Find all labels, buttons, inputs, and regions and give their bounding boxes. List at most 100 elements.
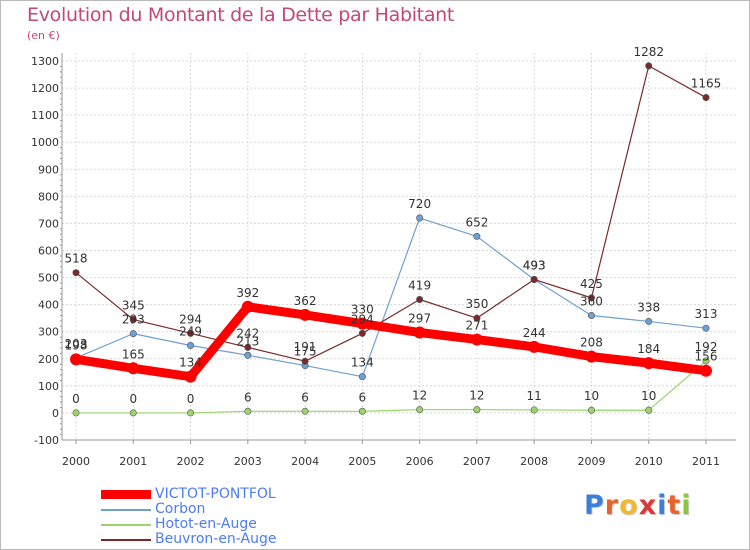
x-tick-label: 2009	[577, 455, 605, 468]
data-label: 191	[294, 340, 317, 354]
data-label: 242	[236, 326, 259, 340]
logo-letter: r	[604, 490, 620, 521]
y-tick-label: 200	[38, 353, 59, 366]
data-label: 362	[294, 294, 317, 308]
y-tick-label: 800	[38, 190, 59, 203]
y-tick-label: 1300	[31, 55, 59, 68]
data-point	[127, 362, 140, 375]
data-label: 6	[301, 390, 309, 404]
data-point	[530, 275, 538, 283]
data-label: 360	[580, 294, 603, 308]
legend-item: Beuvron-en-Auge	[101, 532, 277, 547]
data-point	[702, 94, 710, 102]
data-label: 493	[523, 258, 546, 272]
data-point	[473, 406, 481, 414]
data-point	[301, 357, 309, 365]
data-label: 493	[523, 258, 546, 272]
data-point	[187, 409, 195, 417]
y-tick-label: -100	[34, 434, 59, 447]
logo-letter: i	[681, 490, 692, 521]
data-point	[129, 409, 137, 417]
proxiti-logo: Proxiti	[584, 490, 692, 521]
y-tick-label: 100	[38, 380, 59, 393]
logo-letter: i	[657, 490, 668, 521]
legend-label: Corbon	[155, 501, 206, 517]
data-label: 0	[72, 392, 80, 406]
data-point	[528, 340, 541, 353]
data-point	[72, 409, 80, 417]
series-line-hotot-en-auge	[75, 360, 707, 414]
data-label: 0	[187, 392, 195, 406]
data-point	[645, 406, 653, 414]
legend-swatch	[101, 508, 151, 511]
data-point	[358, 373, 366, 381]
data-label: 720	[408, 197, 431, 211]
data-point	[241, 300, 254, 313]
legend-item: Corbon	[101, 502, 277, 517]
y-tick-label: 0	[52, 407, 59, 420]
x-tick-label: 2006	[406, 455, 434, 468]
data-label: 198	[65, 338, 88, 352]
data-label: 0	[129, 392, 137, 406]
data-label: 6	[244, 390, 252, 404]
x-tick-label: 2001	[119, 455, 147, 468]
data-point	[587, 294, 595, 302]
logo-letter: t	[667, 490, 682, 521]
data-point	[470, 333, 483, 346]
data-label: 1165	[691, 77, 722, 91]
data-point	[702, 324, 710, 332]
data-point	[642, 357, 655, 370]
data-label: 12	[412, 389, 427, 403]
data-point	[356, 317, 369, 330]
chart-legend: VICTOT-PONTFOL Corbon Hotot-en-Auge Beuvron…	[101, 487, 277, 547]
x-tick-label: 2003	[234, 455, 262, 468]
data-label: 156	[695, 350, 718, 364]
data-point	[702, 357, 710, 365]
y-tick-label: 500	[38, 272, 59, 285]
data-label: 1282	[633, 45, 664, 59]
data-label: 425	[580, 277, 603, 291]
x-tick-label: 2005	[348, 455, 376, 468]
data-point	[70, 353, 82, 366]
logo-letter: o	[619, 490, 639, 521]
data-label: 203	[65, 337, 88, 351]
data-label: 208	[580, 336, 603, 350]
data-point	[358, 329, 366, 337]
data-label: 338	[637, 300, 660, 314]
y-tick-label: 1100	[31, 109, 59, 122]
data-point	[72, 269, 80, 277]
y-tick-label: 1000	[31, 136, 59, 149]
legend-item: Hotot-en-Auge	[101, 517, 277, 532]
data-point	[645, 62, 653, 70]
data-label: 345	[122, 299, 145, 313]
legend-label: VICTOT-PONTFOL	[155, 486, 276, 502]
data-label: 6	[359, 390, 367, 404]
data-label: 392	[236, 286, 259, 300]
data-point	[530, 406, 538, 414]
data-label: 10	[584, 389, 599, 403]
data-label: 330	[351, 303, 374, 317]
data-point	[645, 317, 653, 325]
data-label: 12	[469, 389, 484, 403]
x-tick-label: 2004	[291, 455, 319, 468]
data-label: 350	[465, 297, 488, 311]
data-label: 184	[637, 342, 660, 356]
plot-area	[62, 53, 736, 440]
x-tick-label: 2007	[463, 455, 491, 468]
data-point	[473, 314, 481, 322]
chart-title: Evolution du Montant de la Dette par Hab…	[27, 4, 455, 26]
data-point	[473, 232, 481, 240]
y-tick-label: 400	[38, 299, 59, 312]
data-label: 652	[465, 215, 488, 229]
data-label: 313	[695, 307, 718, 321]
data-point	[184, 370, 197, 383]
legend-label: Beuvron-en-Auge	[155, 531, 277, 547]
legend-swatch	[101, 523, 151, 526]
data-point	[129, 316, 137, 324]
data-label: 192	[695, 340, 718, 354]
logo-letter: x	[638, 490, 658, 521]
x-tick-label: 2002	[177, 455, 205, 468]
legend-swatch	[101, 490, 151, 499]
data-point	[587, 406, 595, 414]
